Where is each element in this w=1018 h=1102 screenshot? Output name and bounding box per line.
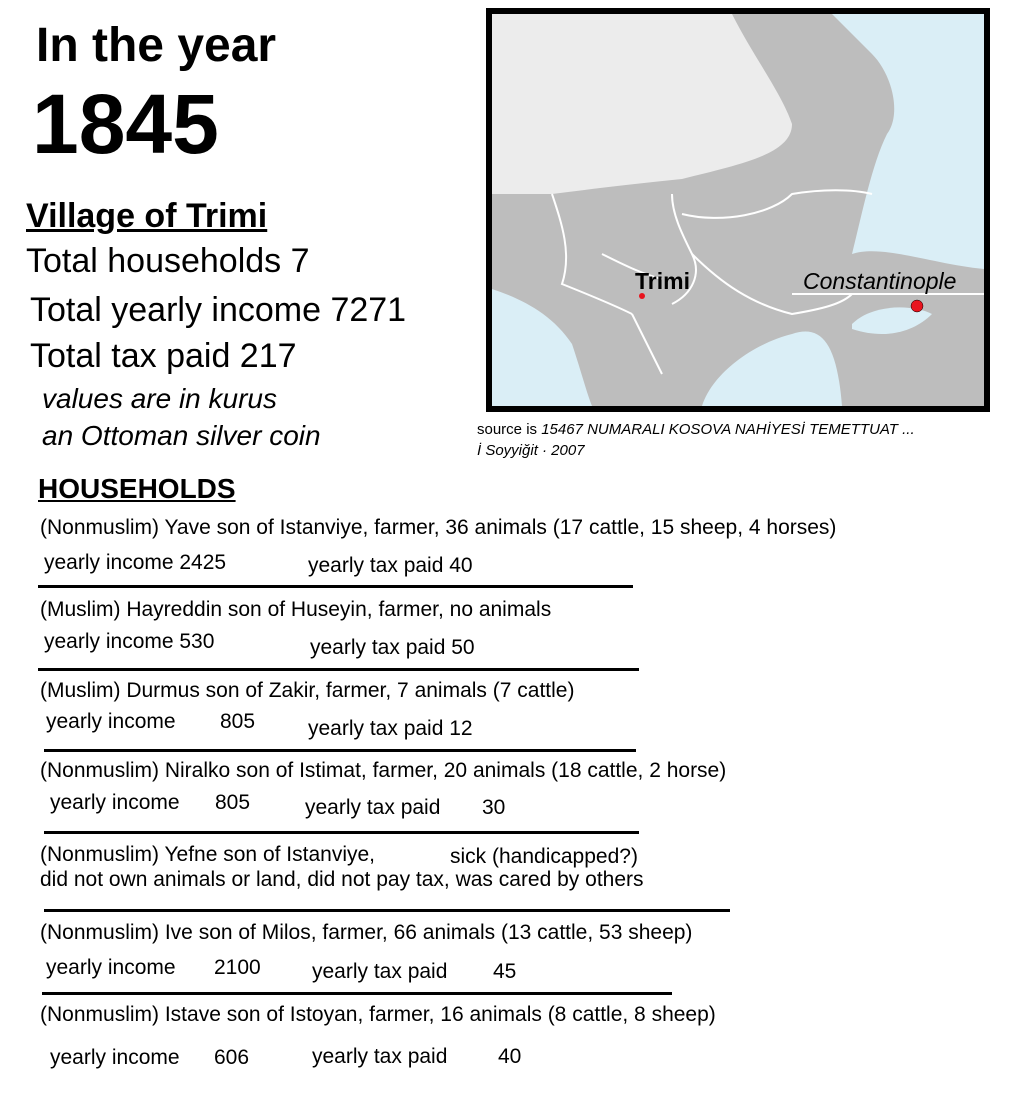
black-sea (832, 14, 984, 269)
year-title: 1845 (32, 77, 219, 171)
household-tax-value: 40 (498, 1045, 522, 1068)
divider (38, 668, 639, 671)
village-name: Village of Trimi (26, 197, 268, 235)
household-tax-value: 30 (482, 796, 506, 819)
source-citation: source is 15467 NUMARALI KOSOVA NAHİYESİ… (477, 422, 915, 437)
household-income: yearly income 2425 (44, 551, 227, 574)
household-income-label: yearly income (46, 710, 176, 733)
household-description: (Nonmuslim) Yave son of Istanviye, farme… (40, 516, 837, 539)
household-income-label: yearly income (50, 791, 180, 814)
household-condition: sick (handicapped?) (450, 845, 638, 868)
household-income-label: yearly income (46, 956, 176, 979)
currency-note: values are in kurus (42, 383, 278, 414)
household-description: (Nonmuslim) Ive son of Milos, farmer, 66… (40, 921, 693, 944)
divider (38, 585, 633, 588)
map: Trimi Constantinople (486, 8, 990, 412)
constantinople-marker (910, 299, 924, 313)
trimi-label: Trimi (635, 268, 690, 294)
title-line: In the year (36, 19, 277, 72)
divider (44, 909, 730, 912)
household-description: (Nonmuslim) Istave son of Istoyan, farme… (40, 1003, 716, 1026)
source-title: 15467 NUMARALI KOSOVA NAHİYESİ TEMETTUAT… (541, 421, 915, 438)
household-income: yearly income 530 (44, 630, 215, 653)
household-income-value: 805 (215, 791, 251, 814)
household-income-value: 2100 (214, 956, 261, 979)
total-tax: Total tax paid 217 (30, 337, 297, 375)
households-heading: HOUSEHOLDS (38, 473, 236, 504)
household-description: (Muslim) Hayreddin son of Huseyin, farme… (40, 598, 552, 621)
household-income-value: 606 (214, 1046, 250, 1069)
currency-note-2: an Ottoman silver coin (42, 420, 321, 451)
divider (44, 749, 636, 752)
source-prefix: source is (477, 421, 542, 438)
divider (44, 831, 639, 834)
household-description: (Nonmuslim) Niralko son of Istimat, farm… (40, 759, 727, 782)
source-author: İ Soyyiğit · 2007 (477, 442, 585, 459)
household-tax-label: yearly tax paid (312, 1045, 448, 1068)
trimi-marker (639, 293, 645, 299)
household-tax: yearly tax paid 40 (308, 554, 473, 577)
map-graphic: Trimi Constantinople (492, 14, 984, 406)
household-tax-label: yearly tax paid (312, 960, 448, 983)
total-income: Total yearly income 7271 (30, 291, 407, 329)
household-tax-label: yearly tax paid (305, 796, 441, 819)
northern-land (492, 14, 792, 194)
adriatic-sea (492, 289, 592, 406)
household-tax: yearly tax paid 50 (310, 636, 475, 659)
total-households: Total households 7 (26, 242, 310, 280)
constantinople-label: Constantinople (803, 268, 956, 294)
household-income-value: 805 (220, 710, 256, 733)
aegean-sea (702, 331, 842, 406)
household-description: (Nonmuslim) Yefne son of Istanviye, (40, 843, 375, 866)
household-income-label: yearly income (50, 1046, 180, 1069)
household-tax: yearly tax paid 12 (308, 717, 473, 740)
household-description: (Muslim) Durmus son of Zakir, farmer, 7 … (40, 679, 575, 702)
divider (42, 992, 672, 995)
household-description-2: did not own animals or land, did not pay… (40, 868, 644, 891)
household-tax-value: 45 (493, 960, 517, 983)
marmara-sea (852, 307, 932, 334)
